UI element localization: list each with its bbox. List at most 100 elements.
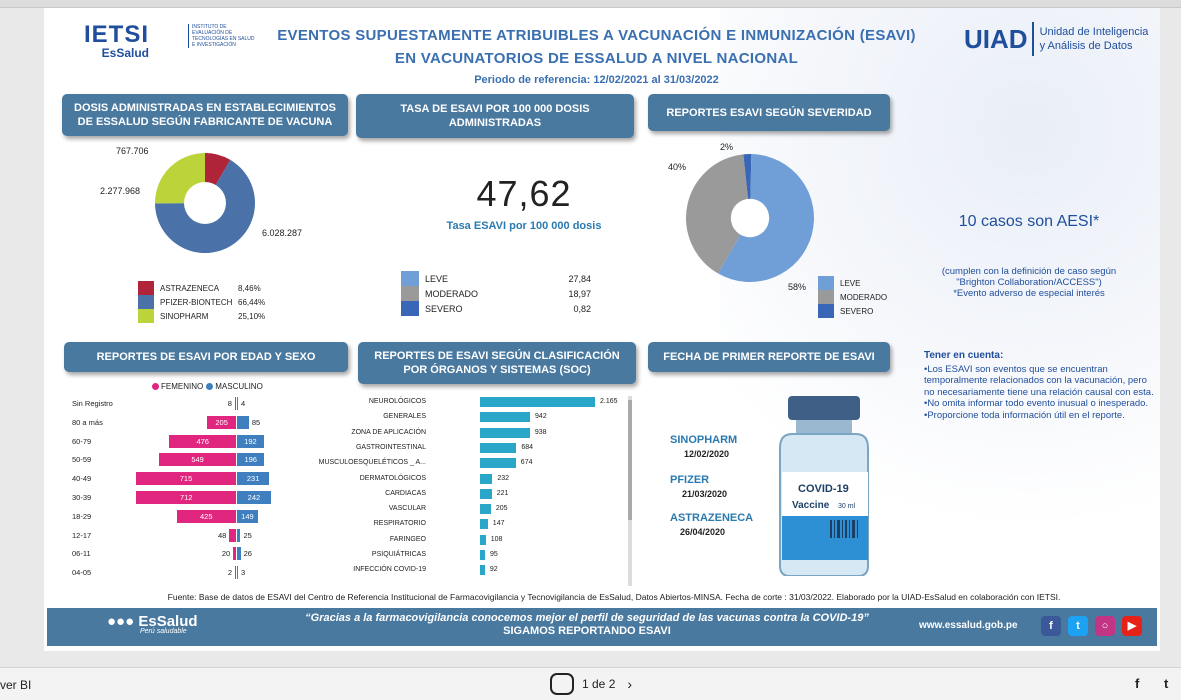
youtube-icon[interactable]: ▶ <box>1122 616 1142 636</box>
legend-swatch <box>818 276 834 290</box>
vial-sub: Vaccine <box>792 500 830 511</box>
tasa-row-value: 0,82 <box>573 303 591 314</box>
severidad-donut-chart[interactable] <box>686 154 814 282</box>
dosis-label-astrazeneca: 767.706 <box>116 146 149 156</box>
age-label: 18-29 <box>72 511 92 521</box>
footer-banner: ●●● EsSalud Perú saludable “Gracias a la… <box>47 608 1157 646</box>
value-masculino: 4 <box>241 399 246 408</box>
app-name: ver BI <box>0 678 32 692</box>
soc-label: DERMATOLÓGICOS <box>359 474 426 482</box>
bar-femenino[interactable] <box>235 566 236 580</box>
title-line-2: EN VACUNATORIOS DE ESSALUD A NIVEL NACIO… <box>394 50 799 67</box>
bar-femenino[interactable]: 476 <box>169 434 236 448</box>
soc-row: GASTROINTESTINAL 684 <box>44 442 644 454</box>
vacuna-astrazeneca: ASTRAZENECA <box>670 512 754 524</box>
bar-femenino[interactable] <box>233 547 236 561</box>
bar-femenino[interactable] <box>229 528 236 542</box>
header-severidad: REPORTES ESAVI SEGÚN SEVERIDAD <box>648 94 890 131</box>
bar-masculino[interactable] <box>237 528 241 542</box>
twitter-icon[interactable]: t <box>1068 616 1088 636</box>
ietsi-logo-sub: EsSalud <box>101 46 150 60</box>
tasa-row: LEVE 27,84 <box>401 271 591 286</box>
fecha-astrazeneca: 26/04/2020 <box>680 527 726 537</box>
dosis-legend-item: SINOPHARM 25,10% <box>138 309 265 323</box>
soc-bar[interactable] <box>480 473 493 484</box>
bar-masculino[interactable]: 242 <box>237 491 271 504</box>
bar-masculino[interactable]: 196 <box>237 453 265 467</box>
soc-bar[interactable] <box>480 427 530 438</box>
soc-bar[interactable] <box>480 412 531 423</box>
pyramid-row: 18-29 425 149 <box>72 509 352 524</box>
soc-bar[interactable] <box>480 504 491 515</box>
bar-masculino[interactable]: 149 <box>237 509 258 523</box>
soc-bar[interactable] <box>480 458 516 469</box>
pyramid-legend: FEMENINO MASCULINO <box>152 382 263 391</box>
pyramid-row: 80 a más 205 85 <box>72 415 352 430</box>
pages-icon[interactable] <box>550 673 574 695</box>
severidad-label-leve: 58% <box>788 282 807 292</box>
header-tasa: TASA DE ESAVI POR 100 000 DOSIS ADMINIST… <box>356 94 634 138</box>
soc-bar[interactable] <box>480 565 485 576</box>
soc-value: 684 <box>521 443 534 451</box>
footer-slogan-line-2: SIGAMOS REPORTANDO ESAVI <box>503 625 671 637</box>
facebook-share-icon[interactable]: f <box>1135 676 1140 691</box>
bar-femenino[interactable] <box>234 397 236 410</box>
bar-masculino[interactable]: 231 <box>237 472 270 486</box>
legend-femenino: FEMENINO <box>161 382 204 391</box>
legend-name: ASTRAZENECA <box>160 283 220 293</box>
tasa-label: Tasa ESAVI por 100 000 dosis <box>446 220 602 232</box>
soc-bar[interactable] <box>480 534 486 545</box>
footer-url[interactable]: www.essalud.gob.pe <box>919 620 1018 631</box>
soc-bar[interactable] <box>480 397 595 407</box>
severidad-legend-item: MODERADO <box>818 290 887 304</box>
soc-value: 942 <box>535 413 547 421</box>
bar-masculino[interactable] <box>237 566 238 580</box>
footer-slogan-line-1: “Gracias a la farmacovigilancia conocemo… <box>305 612 869 624</box>
bar-masculino[interactable] <box>237 397 238 410</box>
severidad-legend-item: SEVERO <box>818 304 873 318</box>
instagram-icon[interactable]: ○ <box>1095 616 1115 636</box>
people-icon: ●●● <box>107 613 139 630</box>
bar-femenino[interactable]: 425 <box>176 509 236 523</box>
bar-masculino[interactable]: 192 <box>237 434 264 448</box>
facebook-icon[interactable]: f <box>1041 616 1061 636</box>
footer-slogan: “Gracias a la farmacovigilancia conocemo… <box>227 612 947 638</box>
bar-masculino[interactable] <box>237 547 241 561</box>
soc-row: DERMATOLÓGICOS 232 <box>44 473 644 485</box>
soc-bar[interactable] <box>480 519 488 530</box>
soc-row: INFECCIÓN COVID-19 92 <box>44 564 644 576</box>
bar-femenino[interactable]: 205 <box>207 415 236 429</box>
soc-scrollbar-thumb[interactable] <box>628 400 632 520</box>
header-edad-sexo: REPORTES DE ESAVI POR EDAD Y SEXO <box>64 342 348 372</box>
soc-bar[interactable] <box>480 442 517 453</box>
masculino-dot-icon <box>206 383 214 390</box>
soc-bar[interactable] <box>480 488 492 499</box>
slice-moderado[interactable] <box>686 154 750 274</box>
tasa-row: SEVERO 0,82 <box>401 301 591 316</box>
age-label: Sin Registro <box>72 399 113 408</box>
browser-bar <box>0 0 1181 8</box>
soc-label: ZONA DE APLICACIÓN <box>351 428 426 436</box>
dosis-donut-chart[interactable] <box>155 153 255 253</box>
aesi-note-2: "Brighton Collaboration/ACCESS") <box>956 277 1102 288</box>
soc-row: FARINGEO 108 <box>44 534 644 546</box>
age-label: 50-59 <box>72 455 92 465</box>
soc-value: 2.165 <box>600 398 618 405</box>
pyramid-row: 12-17 48 25 <box>72 528 352 543</box>
dosis-legend-item: PFIZER-BIONTECH 66,44% <box>138 295 265 309</box>
bar-masculino[interactable] <box>237 415 249 429</box>
soc-row: VASCULAR 205 <box>44 503 644 515</box>
soc-row: RESPIRATORIO 147 <box>44 518 644 530</box>
bar-femenino[interactable]: 549 <box>159 453 236 467</box>
legend-masculino: MASCULINO <box>215 382 263 391</box>
soc-value: 938 <box>534 428 547 436</box>
bar-femenino[interactable]: 712 <box>136 491 236 504</box>
tasa-row-name: SEVERO <box>425 303 463 314</box>
twitter-share-icon[interactable]: t <box>1164 676 1169 691</box>
value-masculino: 25 <box>243 530 252 540</box>
report-canvas: IETSI EsSalud Instituto de Evaluación de… <box>44 8 1160 651</box>
soc-bar[interactable] <box>480 550 486 560</box>
age-label: 80 a más <box>72 417 103 427</box>
next-page-button[interactable]: › <box>627 676 633 692</box>
bar-femenino[interactable]: 715 <box>136 472 236 486</box>
